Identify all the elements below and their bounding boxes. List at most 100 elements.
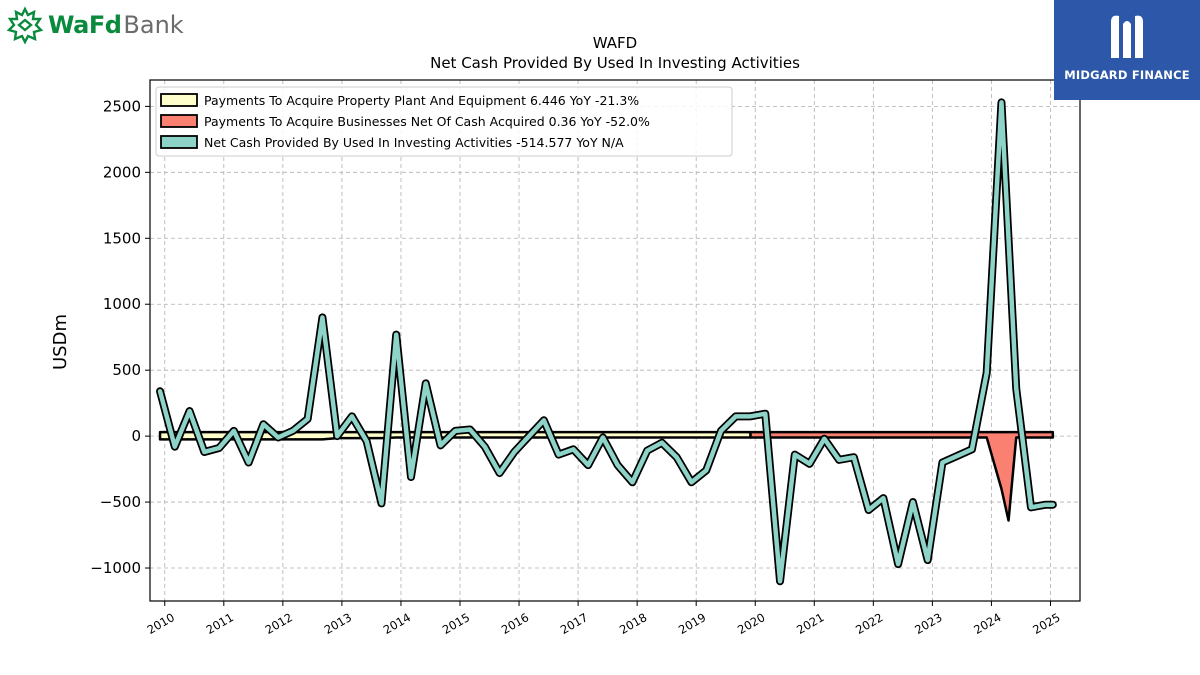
x-tick-label: 2010 <box>145 610 177 637</box>
series-2-point <box>425 382 427 384</box>
series-2-line <box>157 100 1056 584</box>
series-2-point <box>779 580 781 582</box>
y-tick-label: 1000 <box>103 295 141 313</box>
series-2-point <box>469 429 471 431</box>
x-tick-label: 2017 <box>558 610 590 637</box>
series-2-point <box>558 454 560 456</box>
series-2-point <box>174 446 176 448</box>
y-tick-label: 2000 <box>103 163 141 181</box>
series-2-point <box>705 469 707 471</box>
series-2-point <box>690 481 692 483</box>
series-2-point <box>720 430 722 432</box>
y-axis-label: USDm <box>50 314 71 370</box>
x-tick-label: 2013 <box>322 610 354 637</box>
wafd-bank-logo: WaFd Bank <box>6 6 184 44</box>
chart-title: WAFD <box>593 34 637 52</box>
series-2-point <box>986 372 988 374</box>
series-2-point <box>971 448 973 450</box>
x-tick-label: 2021 <box>794 610 826 637</box>
y-tick-label: −500 <box>100 493 141 511</box>
series-2-point <box>602 436 604 438</box>
x-tick-label: 2014 <box>381 610 413 637</box>
series-2-point <box>351 415 353 417</box>
logo-text-bold: WaFd <box>48 11 122 39</box>
legend-swatch <box>160 135 198 149</box>
series-2-point <box>528 435 530 437</box>
series-2-point <box>513 451 515 453</box>
series-2-point <box>853 456 855 458</box>
y-tick-label: 2500 <box>103 97 141 115</box>
series-2-point <box>248 462 250 464</box>
legend-swatch <box>160 93 198 107</box>
x-tick-label: 2018 <box>617 610 649 637</box>
y-tick-label: −1000 <box>90 559 141 577</box>
series-2-point <box>809 463 811 465</box>
y-tick-label: 500 <box>112 361 141 379</box>
series-2-point <box>794 454 796 456</box>
series-2-point <box>262 423 264 425</box>
series-2-point <box>750 415 752 417</box>
series-2-point <box>233 430 235 432</box>
series-2-outline <box>156 98 1057 586</box>
series-2-point <box>366 440 368 442</box>
series-2-point <box>218 447 220 449</box>
x-tick-label: 2025 <box>1030 610 1062 637</box>
midgard-logo-text: MIDGARD FINANCE <box>1064 68 1190 82</box>
series-2-point <box>912 501 914 503</box>
series-2-point <box>1045 504 1047 506</box>
series-2-point <box>676 456 678 458</box>
series-2-point <box>1000 101 1002 103</box>
x-tick-label: 2020 <box>735 610 767 637</box>
series-2-point <box>617 464 619 466</box>
x-axis-ticks: 2010 2011 2012 2013 2014 2015 2016 2017 2018 2019… <box>145 601 1063 637</box>
wafd-leaf-icon <box>6 6 44 44</box>
series-2-point <box>440 444 442 446</box>
series-2-point <box>572 448 574 450</box>
series-2-point <box>484 446 486 448</box>
series-2-point <box>941 462 943 464</box>
midgard-finance-logo: MIDGARD FINANCE <box>1054 0 1200 100</box>
legend-label: Payments To Acquire Businesses Net Of Ca… <box>204 114 650 129</box>
x-tick-label: 2022 <box>853 610 885 637</box>
grid-lines <box>150 80 1080 601</box>
series-layer <box>156 98 1057 586</box>
series-2-point <box>292 430 294 432</box>
series-2-point <box>321 316 323 318</box>
y-tick-label: 0 <box>131 427 141 445</box>
series-2-point <box>587 464 589 466</box>
series-2-point <box>380 502 382 504</box>
series-2-point <box>336 435 338 437</box>
series-2-point <box>868 509 870 511</box>
series-2-point <box>838 459 840 461</box>
series-2-point <box>189 410 191 412</box>
series-2-point <box>410 476 412 478</box>
series-2-point <box>631 481 633 483</box>
series-2-point <box>646 450 648 452</box>
plot-frame <box>149 79 1081 602</box>
series-2-point <box>395 334 397 336</box>
series-2-point <box>277 436 279 438</box>
series-2-point <box>307 418 309 420</box>
series-1-band <box>749 430 1055 522</box>
series-2-point <box>927 559 929 561</box>
series-2-point <box>1052 504 1054 506</box>
legend-label: Payments To Acquire Property Plant And E… <box>204 93 639 108</box>
logo-text-regular: Bank <box>123 11 184 39</box>
series-2-point <box>543 419 545 421</box>
series-2-point <box>203 451 205 453</box>
legend-swatch <box>160 114 198 128</box>
series-2-point <box>764 413 766 415</box>
series-2-point <box>454 430 456 432</box>
series-2-point <box>661 442 663 444</box>
series-2-point <box>1015 388 1017 390</box>
x-tick-label: 2016 <box>499 610 531 637</box>
series-2-point <box>956 455 958 457</box>
series-2-point <box>897 563 899 565</box>
series-2-point <box>823 438 825 440</box>
midgard-m-icon <box>1111 15 1143 59</box>
x-tick-label: 2012 <box>263 610 295 637</box>
chart-subtitle: Net Cash Provided By Used In Investing A… <box>430 54 800 72</box>
x-tick-label: 2011 <box>204 610 236 637</box>
y-tick-label: 1500 <box>103 229 141 247</box>
